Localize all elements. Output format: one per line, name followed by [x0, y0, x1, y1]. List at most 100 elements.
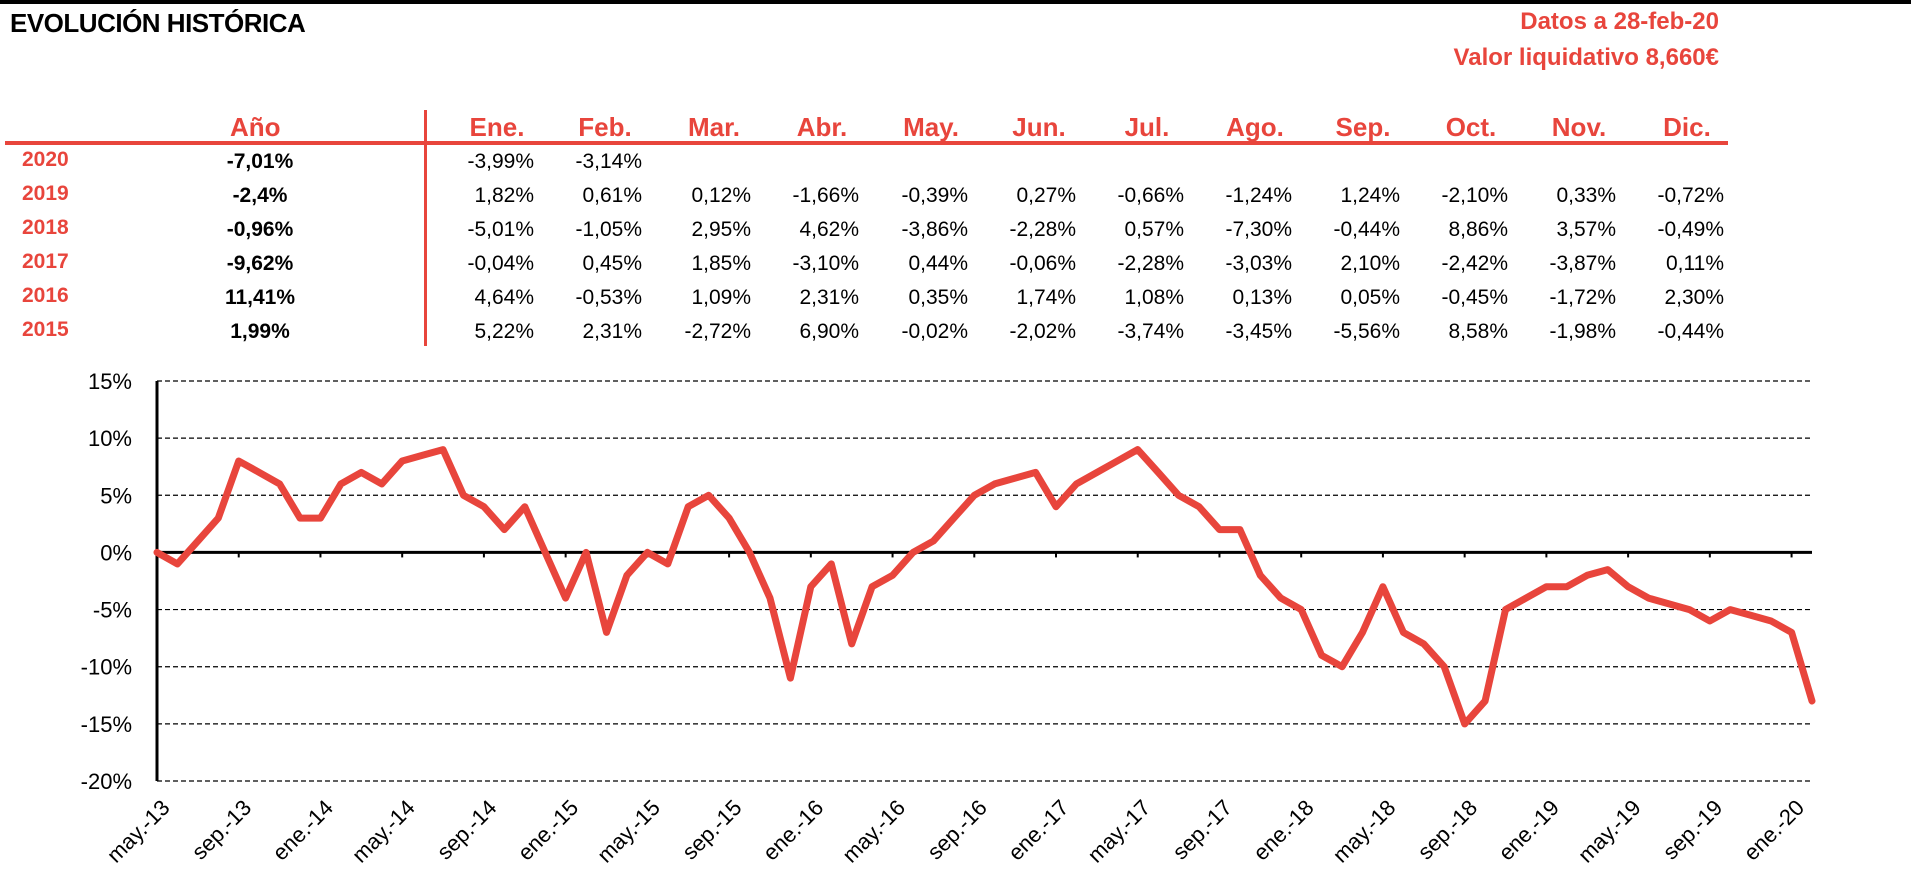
data-point	[1013, 476, 1017, 480]
data-point	[421, 453, 425, 457]
data-point	[972, 493, 976, 497]
data-date: Datos a 28-feb-20	[1520, 8, 1719, 35]
data-point	[584, 550, 588, 554]
data-point	[1115, 459, 1119, 463]
data-point	[1136, 448, 1140, 452]
data-point	[829, 562, 833, 566]
row-month-return: 1,85%	[691, 252, 751, 275]
row-month-return: 4,64%	[474, 286, 534, 309]
data-point	[1708, 619, 1712, 623]
column-divider	[424, 110, 427, 346]
x-tick-label: ene.-18	[1248, 795, 1318, 865]
y-tick-label: -20%	[81, 769, 132, 794]
table-row: 2016 11,41% 4,64% -0,53% 1,09% 2,31% 0,35% 1,74…	[0, 284, 1750, 318]
month-header: May.	[903, 112, 959, 142]
month-header: Nov.	[1551, 112, 1607, 142]
data-point	[1360, 630, 1364, 634]
row-year: 2017	[22, 250, 69, 273]
y-tick-label: -15%	[81, 712, 132, 737]
row-month-return: 1,09%	[691, 286, 751, 309]
row-month-return: -3,03%	[1225, 252, 1292, 275]
data-point	[441, 448, 445, 452]
row-month-return: -2,72%	[684, 320, 751, 343]
x-tick-label: ene.-17	[1003, 795, 1073, 865]
x-tick-label: ene.-20	[1739, 795, 1809, 865]
y-tick-label: 5%	[100, 483, 132, 508]
data-point	[339, 482, 343, 486]
row-month-return: 0,13%	[1232, 286, 1292, 309]
month-header: Jun.	[1012, 112, 1066, 142]
y-tick-label: 0%	[100, 540, 132, 565]
data-point	[850, 642, 854, 646]
row-month-return: 2,30%	[1664, 286, 1724, 309]
row-month-return: -1,05%	[575, 218, 642, 241]
row-month-return: -2,02%	[1009, 320, 1076, 343]
month-header: Mar.	[687, 112, 741, 142]
data-point	[237, 459, 241, 463]
x-tick-label: ene.-16	[758, 795, 828, 865]
data-point	[1217, 528, 1221, 532]
table-row: 2018 -0,96% -5,01% -1,05% 2,95% 4,62% -3,86% -2…	[0, 216, 1750, 250]
data-point	[1544, 585, 1548, 589]
data-point	[257, 470, 261, 474]
data-point	[155, 550, 159, 554]
row-annual-return: -7,01%	[226, 150, 294, 173]
row-month-return: 0,27%	[1016, 184, 1076, 207]
data-point	[380, 482, 384, 486]
row-month-return: 2,95%	[691, 218, 751, 241]
data-point	[727, 516, 731, 520]
data-point	[461, 493, 465, 497]
row-month-return: 2,31%	[799, 286, 859, 309]
data-point	[318, 516, 322, 520]
x-tick-label: may.-16	[837, 795, 910, 868]
y-tick-label: -10%	[81, 655, 132, 680]
x-tick-label: sep.-19	[1658, 795, 1728, 865]
row-month-return: -0,66%	[1117, 184, 1184, 207]
x-tick-label: sep.-13	[187, 795, 257, 865]
table-row: 2015 1,99% 5,22% 2,31% -2,72% 6,90% -0,02% -2,0…	[0, 318, 1750, 352]
row-year: 2015	[22, 318, 69, 341]
data-point	[768, 596, 772, 600]
row-month-return: 1,24%	[1340, 184, 1400, 207]
row-month-return: 0,61%	[582, 184, 642, 207]
row-month-return: 4,62%	[799, 218, 859, 241]
data-point	[1483, 699, 1487, 703]
x-tick-label: may.-13	[102, 795, 175, 868]
data-point	[1585, 573, 1589, 577]
data-point	[1667, 602, 1671, 606]
month-header: Ene.	[469, 112, 525, 142]
data-point	[1177, 493, 1181, 497]
row-month-return: -3,99%	[467, 150, 534, 173]
series-line	[153, 446, 1816, 728]
data-point	[1606, 568, 1610, 572]
data-point	[175, 562, 179, 566]
data-point	[1340, 665, 1344, 669]
table-row: 2019 -2,4% 1,82% 0,61% 0,12% -1,66% -0,39% 0,27…	[0, 182, 1750, 216]
data-point	[564, 596, 568, 600]
data-point	[1054, 505, 1058, 509]
month-header: Dic.	[1663, 112, 1711, 142]
data-point	[1790, 630, 1794, 634]
row-year: 2020	[22, 148, 69, 171]
data-point	[931, 539, 935, 543]
data-point	[1197, 505, 1201, 509]
data-point	[1626, 585, 1630, 589]
data-point	[1074, 482, 1078, 486]
net-asset-value: Valor liquidativo 8,660€	[1453, 44, 1719, 71]
data-point	[891, 573, 895, 577]
x-tick-label: may.-14	[347, 795, 420, 868]
data-point	[1442, 665, 1446, 669]
data-point	[359, 470, 363, 474]
data-point	[625, 573, 629, 577]
x-tick-label: sep.-15	[677, 795, 747, 865]
month-header: Abr.	[796, 112, 848, 142]
data-point	[1258, 573, 1262, 577]
row-month-return: 1,74%	[1016, 286, 1076, 309]
table-row: 2020 -7,01% -3,99% -3,14%	[0, 148, 1750, 182]
data-point	[278, 482, 282, 486]
data-point	[543, 550, 547, 554]
data-point	[1422, 642, 1426, 646]
data-point	[1728, 608, 1732, 612]
row-month-return: 0,11%	[1666, 252, 1724, 275]
x-tick-label: may.-15	[592, 795, 665, 868]
